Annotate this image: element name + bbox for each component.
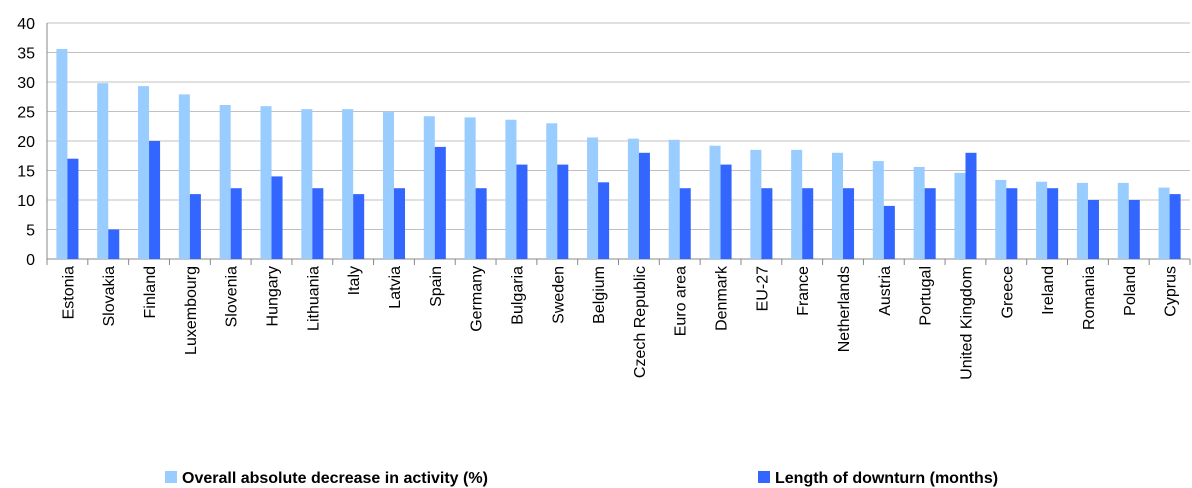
x-tick-label: EU-27 (754, 266, 771, 311)
bar (995, 179, 1007, 259)
y-tick-label: 0 (26, 252, 35, 269)
x-tick-label: Spain (428, 266, 445, 307)
bar (138, 86, 150, 259)
legend-swatch (758, 471, 770, 483)
x-tick-label: Luxembourg (183, 266, 200, 355)
bar (149, 141, 161, 259)
bar (831, 152, 844, 259)
bar (353, 194, 365, 259)
y-tick-label: 15 (17, 164, 35, 181)
bar (954, 172, 966, 259)
bar (750, 149, 762, 259)
bar (679, 188, 691, 259)
legend-label: Overall absolute decrease in activity (%… (182, 470, 488, 487)
bar (965, 152, 977, 259)
x-tick-label: Greece (999, 266, 1016, 319)
x-tick-label: Cyprus (1163, 266, 1180, 317)
bar (587, 137, 599, 259)
bar (1006, 188, 1018, 259)
bar (1087, 200, 1099, 259)
x-tick-label: United Kingdom (958, 266, 975, 380)
x-tick-label: Romania (1081, 266, 1098, 330)
bar (1128, 200, 1140, 259)
bar (382, 112, 394, 259)
bar (342, 109, 354, 259)
bar (464, 117, 476, 260)
bar (67, 158, 79, 259)
x-tick-label: Netherlands (836, 266, 853, 352)
bar (802, 188, 814, 259)
bar (720, 164, 732, 259)
bar (638, 152, 650, 259)
x-tick-label: Hungary (265, 266, 282, 326)
bar (434, 146, 446, 259)
y-tick-label: 25 (17, 105, 35, 122)
bar (872, 161, 884, 259)
bar (271, 176, 283, 259)
bar (924, 188, 936, 259)
bar (761, 188, 773, 259)
y-tick-label: 5 (26, 223, 35, 240)
x-tick-label: Euro area (673, 266, 690, 336)
bar (883, 205, 895, 259)
legend-swatch (165, 471, 177, 483)
x-tick-label: France (795, 266, 812, 316)
x-tick-label: Sweden (550, 266, 567, 324)
bar (301, 109, 313, 259)
bar (1076, 182, 1088, 259)
bar (913, 166, 925, 259)
bar (1036, 181, 1048, 259)
x-tick-label: Belgium (591, 266, 608, 324)
bar (791, 149, 803, 259)
y-tick-label: 30 (17, 75, 35, 92)
bar (393, 188, 406, 259)
bar (97, 83, 109, 260)
bar (312, 188, 324, 259)
y-tick-label: 35 (17, 46, 35, 63)
bar (219, 105, 231, 259)
x-tick-label: Austria (877, 266, 894, 316)
bar (1047, 188, 1059, 259)
legend-label: Length of downturn (months) (775, 470, 998, 487)
bar (546, 123, 558, 259)
y-tick-label: 10 (17, 193, 35, 210)
bar (843, 188, 855, 259)
bar (1158, 187, 1170, 259)
x-tick-label: Bulgaria (509, 266, 526, 325)
bar (598, 182, 610, 259)
x-tick-label: Denmark (714, 265, 731, 331)
x-tick-label: Czech Republic (632, 266, 649, 378)
x-tick-label: Ireland (1040, 266, 1057, 315)
bar (178, 94, 190, 259)
x-tick-label: Latvia (387, 266, 404, 309)
y-tick-label: 20 (17, 134, 35, 151)
bar (260, 106, 272, 259)
bar (189, 194, 201, 259)
bar (505, 119, 517, 259)
x-tick-label: Slovenia (224, 266, 241, 327)
bar (668, 139, 680, 259)
x-tick-label: Lithuania (305, 266, 322, 331)
x-tick-label: Poland (1122, 266, 1139, 316)
x-tick-label: Italy (346, 266, 363, 295)
bar (627, 138, 639, 259)
x-tick-label: Finland (142, 266, 159, 318)
bar (423, 116, 435, 259)
bar (108, 229, 120, 259)
bar (230, 188, 242, 259)
bar (1117, 182, 1129, 259)
bar (1169, 194, 1181, 259)
bar (516, 164, 528, 259)
x-tick-label: Estonia (60, 266, 77, 319)
y-tick-label: 40 (17, 16, 35, 33)
x-tick-label: Slovakia (101, 266, 118, 327)
bar (709, 145, 721, 259)
x-tick-label: Portugal (918, 266, 935, 326)
bar (557, 164, 569, 259)
x-tick-label: Germany (469, 266, 486, 332)
bar (56, 48, 68, 260)
bar (475, 188, 487, 259)
